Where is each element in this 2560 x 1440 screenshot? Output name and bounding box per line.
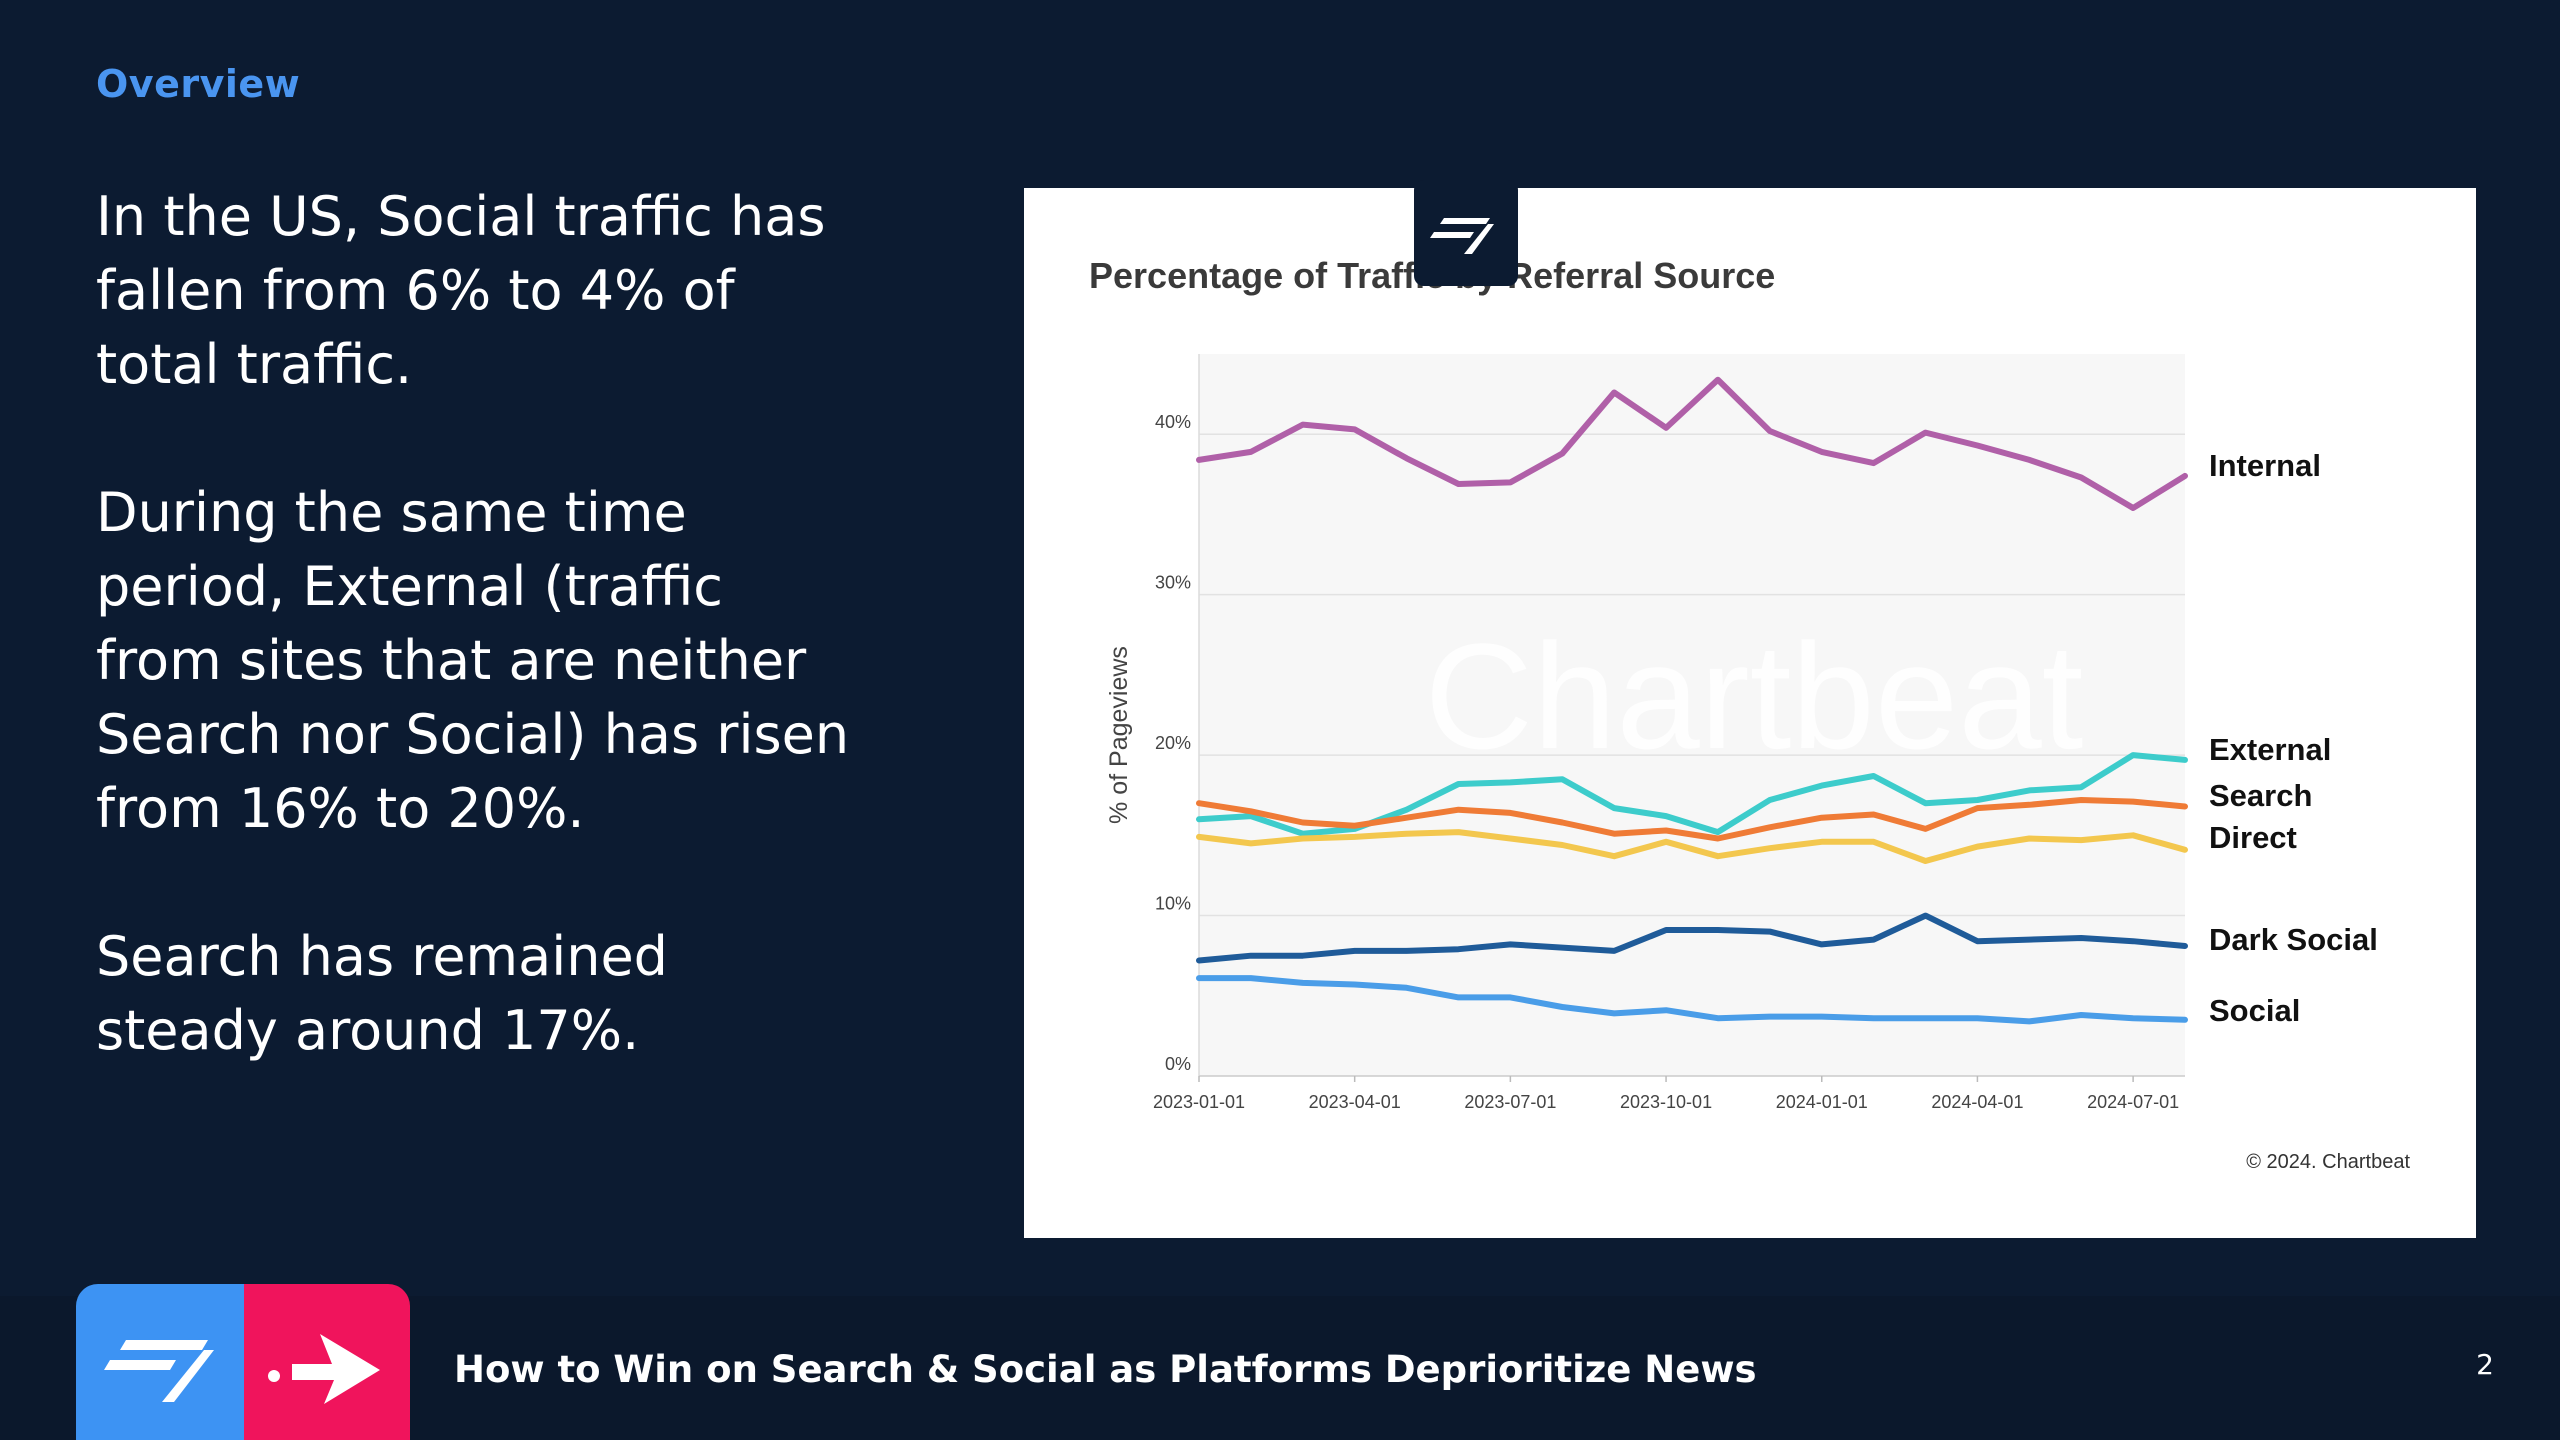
series-line-internal (1196, 376, 2188, 511)
x-tick-label: 2024-07-01 (2087, 1092, 2179, 1112)
series-line-search (1196, 797, 2188, 842)
paragraph-external: During the same time period, External (t… (96, 481, 850, 840)
series-line-dark-social (1196, 912, 2188, 964)
series-label: External (2209, 732, 2331, 767)
chart-card: Percentage of Traffic by Referral Source… (1024, 188, 2476, 1238)
chartbeat-logo-badge (1414, 180, 1518, 286)
chartbeat-logo (76, 1284, 244, 1440)
y-tick-label: 30% (1155, 573, 1191, 593)
series-label: Search (2209, 778, 2312, 813)
page-number: 2 (2476, 1348, 2494, 1381)
x-tick-label: 2023-01-01 (1153, 1092, 1245, 1112)
watermark: Chartbeat (1425, 612, 2084, 780)
body-text: In the US, Social traffic has fallen fro… (96, 180, 856, 1142)
x-tick-label: 2024-01-01 (1776, 1092, 1868, 1112)
series-label: Social (2209, 993, 2300, 1028)
plot-area (1199, 354, 2185, 1076)
arrow-bird-icon (268, 1334, 380, 1404)
partner-logo (244, 1284, 410, 1440)
y-tick-label: 40% (1155, 412, 1191, 432)
section-label: Overview (96, 62, 301, 106)
chart-credit: © 2024. Chartbeat (2246, 1151, 2410, 1173)
chartbeat-footer-icon (104, 1340, 214, 1402)
series-label: Internal (2209, 448, 2321, 483)
paragraph-search: Search has remained steady around 17%. (96, 925, 668, 1062)
line-chart: Percentage of Traffic by Referral Source… (1089, 255, 2410, 1173)
footer-title: How to Win on Search & Social as Platfor… (454, 1348, 1757, 1391)
chartbeat-mark-icon (1430, 218, 1494, 254)
x-tick-label: 2023-10-01 (1620, 1092, 1712, 1112)
y-tick-label: 20% (1155, 733, 1191, 753)
y-tick-label: 0% (1165, 1054, 1191, 1074)
series-line-social (1196, 975, 2188, 1025)
series-label: Dark Social (2209, 922, 2378, 957)
footer-bar (0, 1296, 2560, 1440)
series-label: Direct (2209, 820, 2297, 855)
x-tick-label: 2023-07-01 (1464, 1092, 1556, 1112)
series-line-direct (1196, 829, 2188, 864)
x-tick-label: 2023-04-01 (1309, 1092, 1401, 1112)
y-axis-label: % of Pageviews (1105, 646, 1133, 824)
paragraph-social: In the US, Social traffic has fallen fro… (96, 185, 826, 396)
y-tick-label: 10% (1155, 894, 1191, 914)
x-tick-label: 2024-04-01 (1931, 1092, 2023, 1112)
